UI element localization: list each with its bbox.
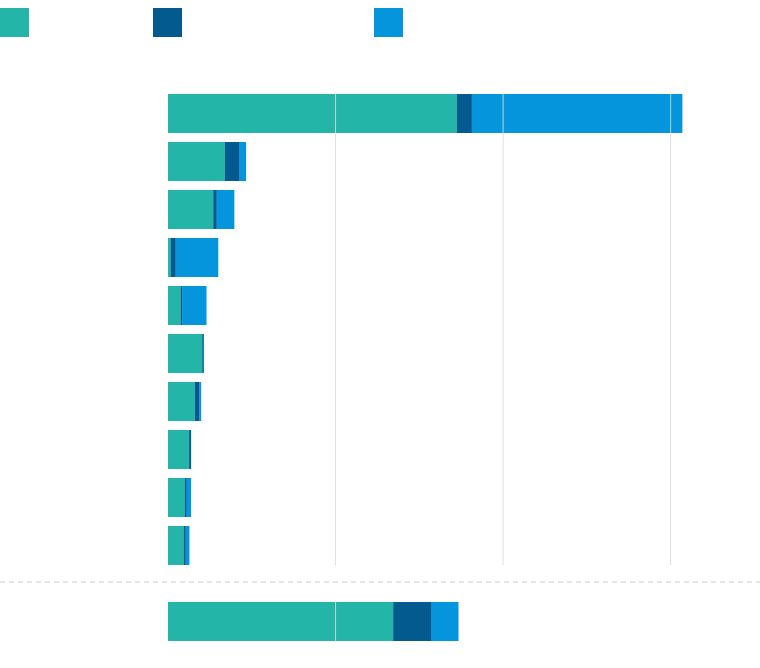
- bar-row-9-series-3: [186, 478, 192, 517]
- bar-row-10-series-2: [183, 526, 186, 565]
- bar-row-2-series-1: [168, 142, 225, 181]
- bar-row-6-series-2: [202, 334, 204, 373]
- bar-row-3-series-3: [216, 190, 235, 229]
- total-bar-series-1: [168, 602, 394, 641]
- bar-row-4-series-1: [168, 238, 171, 277]
- bar-row-4-series-2: [170, 238, 176, 277]
- legend: [0, 8, 403, 37]
- bar-row-5-series-3: [182, 286, 207, 325]
- legend-swatch-1: [0, 8, 29, 37]
- total-bar-series-3: [431, 602, 459, 641]
- bar-row-2-series-3: [239, 142, 247, 181]
- bar-row-1-series-1: [168, 94, 457, 133]
- legend-swatch-2: [153, 8, 182, 37]
- bars: [168, 94, 683, 565]
- bar-row-5-series-2: [180, 286, 183, 325]
- bar-row-8-series-1: [168, 430, 190, 469]
- bar-row-2-series-2: [224, 142, 240, 181]
- bar-row-3-series-1: [168, 190, 214, 229]
- bar-row-7-series-2: [194, 382, 200, 421]
- bar-row-9-series-2: [184, 478, 187, 517]
- bar-row-1-series-3: [471, 94, 683, 133]
- total-bar-series-2: [393, 602, 432, 641]
- bar-row-1-series-2: [456, 94, 472, 133]
- bar-row-5-series-1: [168, 286, 181, 325]
- bar-row-6-series-1: [168, 334, 203, 373]
- bar-row-7-series-1: [168, 382, 195, 421]
- gridlines: [335, 94, 672, 565]
- bar-row-10-series-3: [185, 526, 190, 565]
- bar-row-7-series-3: [199, 382, 202, 421]
- bar-row-8-series-2: [189, 430, 192, 469]
- bar-row-4-series-3: [175, 238, 219, 277]
- total-bar: [168, 602, 459, 641]
- bar-row-3-series-2: [213, 190, 217, 229]
- bar-row-10-series-1: [168, 526, 184, 565]
- legend-swatch-3: [374, 8, 403, 37]
- bar-row-9-series-1: [168, 478, 185, 517]
